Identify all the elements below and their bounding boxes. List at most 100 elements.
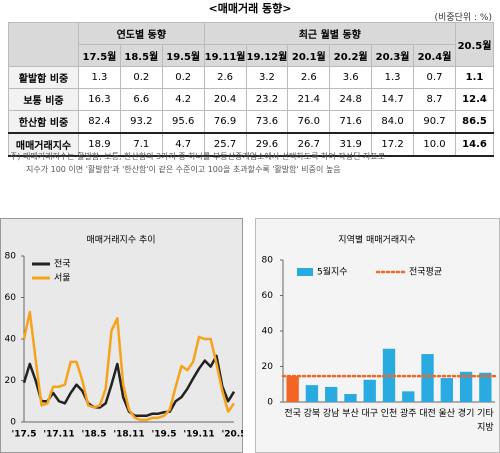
chart-title: 지역별 매매거래지수: [338, 235, 415, 246]
cell: 6.6: [119, 88, 163, 111]
bar: [286, 376, 299, 402]
x-tick-label: '18.11: [113, 430, 144, 440]
cell: 18.9: [78, 132, 121, 157]
panel: [0, 218, 243, 453]
bar: [305, 385, 319, 402]
x-tick-label: 인천: [381, 408, 398, 419]
x-tick-label: 대전: [419, 408, 436, 419]
cell: 14.7: [371, 88, 414, 111]
x-tick-label: '19.11: [183, 430, 214, 440]
cell: 84.0: [371, 110, 414, 134]
cell: 24.8: [329, 88, 373, 111]
bar: [344, 394, 357, 402]
cell: 20.4: [203, 88, 247, 111]
line-chart: 매매거래지수 추이 0 20 40 60 80 '17.5 '17.11 '18.5 '18.11…: [0, 218, 243, 453]
table-row: 활발함 비중 1.3 0.2 0.2 2.6 3.2 2.6 3.6 1.3 0.7 1.1: [8, 66, 494, 89]
y-tick-label: 40: [5, 335, 17, 345]
panel: [255, 218, 500, 453]
x-tick-label: 광주: [400, 407, 417, 419]
column-header: 17.5월: [78, 44, 121, 67]
column-header: 20.1월: [287, 44, 331, 67]
unit-note: (비중단위 : %): [434, 13, 492, 23]
x-tick-label: 전국: [284, 408, 301, 419]
footnote: 주) 매매거래지수는 활발함, 보통, 한산함의 3가지 중 하나를 부동산중개…: [10, 150, 385, 176]
trade-table: 연도별 동향 최근 월별 동향 20.5월 17.5월 18.5월 19.5월 19.11월…: [8, 22, 494, 157]
cell: 1.3: [371, 66, 414, 89]
cell: 0.2: [161, 66, 205, 89]
x-tick-label: 강북: [304, 408, 321, 419]
column-header: 20.4월: [413, 44, 456, 67]
corner-cell: [8, 22, 79, 67]
cell: 0.2: [119, 66, 163, 89]
chart-title: 매매거래지수 추이: [86, 235, 155, 246]
cell: 10.0: [413, 132, 456, 157]
y-tick-label: 60: [5, 293, 17, 303]
column-header: 19.12월: [245, 44, 289, 67]
column-header: 20.2월: [329, 44, 373, 67]
group-header: 최근 월별 동향: [203, 22, 457, 45]
cell: 8.7: [413, 88, 456, 111]
legend-label: 전국평균: [409, 267, 442, 278]
y-tick-label: 40: [262, 327, 274, 337]
y-tick-label: 80: [262, 256, 274, 266]
bar: [459, 371, 473, 402]
row-label: 매매거래지수: [8, 132, 79, 157]
cell: 14.6: [455, 132, 494, 157]
note-line: 지수가 100 이면 '활발함'과 '한산함'이 같은 수준이고 100을 초과…: [26, 165, 341, 174]
bar-chart: 지역별 매매거래지수 0 20 40 60 80 전국 강북 강남 부산 대구 인천 광주 대전 울산 경기 기…: [255, 218, 500, 453]
legend-swatch: [297, 268, 313, 276]
column-header: 18.5월: [119, 44, 163, 67]
cell: 25.7: [203, 132, 247, 157]
cell: 76.9: [203, 110, 247, 134]
x-tick-label: '18.5: [82, 430, 107, 440]
legend-label: 전국: [54, 259, 71, 270]
table-row: 한산함 비중 82.4 93.2 95.6 76.9 73.6 76.0 71.6 84.0 90…: [8, 110, 494, 134]
cell: 4.2: [161, 88, 205, 111]
note-line: 주) 매매거래지수는 활발함, 보통, 한산함의 3가지 중 하나를 부동산중개…: [10, 152, 386, 161]
column-header: 19.5월: [161, 44, 205, 67]
y-tick-label: 20: [262, 362, 274, 372]
cell: 21.4: [287, 88, 331, 111]
column-header: 20.5월: [455, 22, 494, 67]
legend-label: 서울: [54, 273, 71, 284]
cell: 23.2: [245, 88, 289, 111]
series-line: [22, 310, 236, 422]
row-label: 활발함 비중: [8, 66, 79, 89]
bar: [479, 372, 492, 402]
y-tick-label: 0: [267, 398, 273, 408]
y-tick-label: 20: [5, 376, 17, 386]
cell: 76.0: [287, 110, 331, 134]
page-title: <매매거래 동향>: [208, 2, 292, 15]
x-tick-label: 울산: [439, 408, 456, 419]
cell: 17.2: [371, 132, 414, 157]
x-tick-label: 부산: [342, 408, 359, 419]
cell: 3.2: [245, 66, 289, 89]
legend-label: 5월지수: [317, 266, 348, 278]
row-label: 한산함 비중: [8, 110, 79, 134]
cell: 7.1: [119, 132, 163, 157]
cell: 82.4: [78, 110, 121, 134]
cell: 0.7: [413, 66, 456, 89]
cell: 31.9: [329, 132, 373, 157]
cell: 93.2: [119, 110, 163, 134]
cell: 3.6: [329, 66, 373, 89]
cell: 95.6: [161, 110, 205, 134]
x-tick-label: '17.5: [12, 430, 37, 440]
group-header: 연도별 동향: [78, 22, 205, 45]
x-tick-label: '17.11: [43, 430, 74, 440]
cell: 16.3: [78, 88, 121, 111]
table-row: 보통 비중 16.3 6.6 4.2 20.4 23.2 21.4 24.8 14.7 8.7 12…: [8, 88, 494, 111]
bar: [363, 379, 376, 402]
column-header: 20.3월: [371, 44, 414, 67]
x-tick-label: 강남: [323, 408, 340, 419]
cell: 1.1: [455, 66, 494, 89]
column-header: 19.11월: [203, 44, 247, 67]
table-row: 매매거래지수 18.9 7.1 4.7 25.7 29.6 26.7 31.9 17.2 10.0…: [8, 132, 494, 157]
x-tick-label: 기타 지방: [477, 408, 494, 433]
x-tick-label: '20.5: [222, 430, 243, 440]
x-tick-label: 경기: [458, 407, 475, 419]
cell: 1.3: [78, 66, 121, 89]
cell: 86.5: [455, 110, 494, 134]
x-tick-label: 대구: [361, 408, 378, 419]
